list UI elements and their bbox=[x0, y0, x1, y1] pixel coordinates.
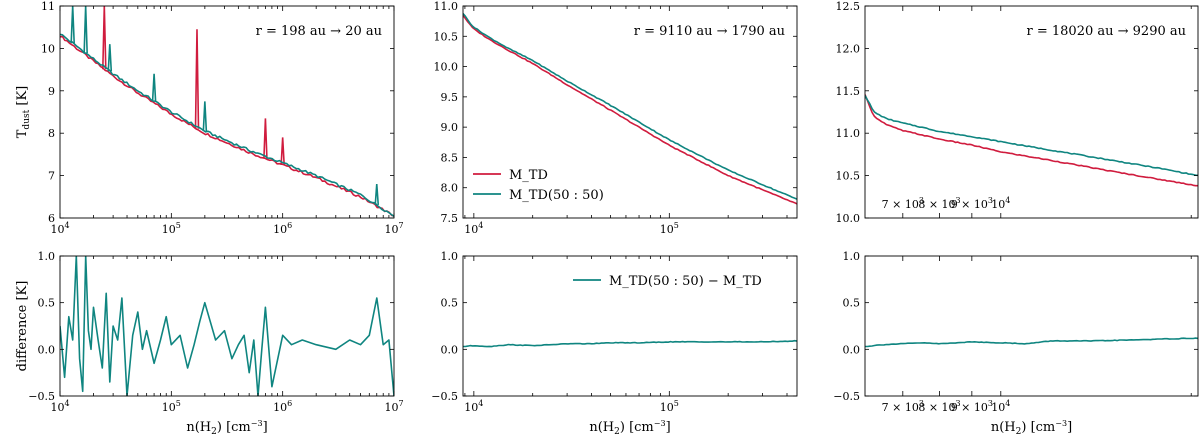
axes-frame bbox=[864, 255, 1199, 397]
y-tick-label: 0.0 bbox=[38, 343, 56, 356]
series-line-m_td_5050 bbox=[60, 256, 394, 396]
legend-label: M_TD(50 : 50) bbox=[509, 188, 604, 203]
legend-label: M_TD bbox=[509, 168, 548, 183]
series-line-m_td_5050 bbox=[865, 95, 1198, 177]
x-tick-label: 104​ bbox=[991, 399, 1010, 414]
panel-top-middle: 7.5 8.0 8.5 9.0 9.5 10.0 10.5 11.0 104​ 105​ r = 9… bbox=[434, 0, 798, 236]
y-tick-label: 12.5 bbox=[836, 0, 861, 13]
series-spike-m_td_5050 bbox=[83, 6, 88, 54]
series-spike-m_td bbox=[102, 6, 107, 70]
y-tick-label: 7 bbox=[48, 170, 55, 183]
y-tick-label: 9 bbox=[48, 85, 55, 98]
y-tick-label: 10.5 bbox=[836, 170, 861, 183]
y-tick-label: 10 bbox=[41, 42, 55, 55]
panel-top-left: 6 7 8 9 10 11 104​ 105​ 106​ 107​ Tdust​ [K] r = 19… bbox=[15, 0, 404, 236]
y-tick-label: 1.0 bbox=[843, 250, 861, 263]
series-spike-m_td_5050 bbox=[374, 184, 380, 206]
series-line-m_td_5050 bbox=[60, 33, 394, 217]
y-tick-label: 1.0 bbox=[441, 250, 459, 263]
y-tick-label: 1.0 bbox=[38, 250, 56, 263]
radius-annotation: r = 198 au → 20 au bbox=[256, 24, 382, 39]
y-tick-label: 0.5 bbox=[441, 297, 459, 310]
y-tick-label: −0.5 bbox=[28, 390, 55, 403]
y-tick-label: 8.5 bbox=[441, 151, 459, 164]
series-line-m_td_5050 bbox=[463, 12, 797, 200]
y-tick-label: 10.0 bbox=[836, 212, 861, 225]
x-tick-label: 104​ bbox=[991, 196, 1010, 211]
y-axis-label: Tdust​ [K] bbox=[15, 86, 32, 138]
y-tick-label: 10.0 bbox=[434, 61, 459, 74]
series-spike-m_td_5050 bbox=[107, 44, 113, 72]
y-tick-label: 11 bbox=[41, 0, 55, 13]
radius-annotation: r = 9110 au → 1790 au bbox=[634, 24, 785, 39]
axes-frame bbox=[59, 5, 395, 219]
panel-bottom-right: −0.5 0.0 0.5 1.0 7 × 103​8 × 103​9 × 103​104… bbox=[833, 250, 1199, 437]
panel-bottom-left: −0.5 0.0 0.5 1.0 104​ 105​ 106​ 107​ difference … bbox=[15, 250, 404, 437]
y-tick-label: −0.5 bbox=[833, 390, 860, 403]
x-tick-label: 104​ bbox=[464, 221, 483, 236]
y-tick-label: 6 bbox=[48, 212, 55, 225]
x-tick-label: 107​ bbox=[384, 221, 403, 236]
y-tick-label: 12.0 bbox=[836, 42, 861, 55]
x-tick-label: 9 × 103​ bbox=[951, 196, 993, 211]
x-tick-label: 106​ bbox=[273, 399, 292, 414]
x-tick-label: 104​ bbox=[464, 399, 483, 414]
y-tick-label: 9.5 bbox=[441, 91, 459, 104]
x-tick-label: 106​ bbox=[273, 221, 292, 236]
y-tick-label: 11.0 bbox=[434, 0, 459, 13]
legend-label: M_TD(50 : 50) − M_TD bbox=[609, 274, 762, 289]
x-axis-label: n(H2​) [cm−3​] bbox=[186, 419, 267, 437]
series-line-m_td bbox=[463, 14, 797, 205]
x-tick-label: 105​ bbox=[660, 399, 679, 414]
y-tick-label: 11.0 bbox=[836, 127, 861, 140]
x-tick-label: 8 × 103​ bbox=[918, 399, 960, 414]
panel-top-right: 10.0 10.5 11.0 11.5 12.0 12.5 7 × 103​8 × 103​… bbox=[836, 0, 1199, 225]
y-tick-label: 7.5 bbox=[441, 212, 459, 225]
series-line-m_td_5050 bbox=[463, 339, 797, 348]
series-spike-m_td bbox=[194, 29, 200, 129]
axes-frame bbox=[462, 5, 798, 219]
series-spike-m_td bbox=[280, 137, 285, 166]
y-tick-label: 0.5 bbox=[843, 297, 861, 310]
axes-frame bbox=[462, 255, 798, 397]
legend: M_TD(50 : 50) − M_TD bbox=[573, 274, 762, 289]
axes-frame bbox=[864, 5, 1199, 219]
y-tick-label: 8.0 bbox=[441, 182, 459, 195]
x-tick-label: 9 × 103​ bbox=[951, 399, 993, 414]
x-tick-label: 104​ bbox=[50, 221, 69, 236]
x-axis-label: n(H2​) [cm−3​] bbox=[589, 419, 670, 437]
radius-annotation: r = 18020 au → 9290 au bbox=[1027, 24, 1186, 39]
series-spike-m_td bbox=[263, 118, 268, 159]
series-spike-m_td_5050 bbox=[151, 73, 157, 102]
x-tick-label: 7 × 103​ bbox=[882, 196, 924, 211]
x-tick-label: 105​ bbox=[660, 221, 679, 236]
series-spike-m_td_5050 bbox=[202, 101, 208, 132]
x-tick-label: 8 × 103​ bbox=[918, 196, 960, 211]
x-tick-label: 7 × 103​ bbox=[882, 399, 924, 414]
y-tick-label: 10.5 bbox=[434, 30, 459, 43]
series-spike-m_td_5050 bbox=[70, 6, 75, 44]
x-tick-label: 105​ bbox=[162, 399, 181, 414]
series-line-m_td_5050 bbox=[865, 337, 1198, 348]
y-tick-label: 11.5 bbox=[836, 85, 861, 98]
y-tick-label: 8 bbox=[48, 127, 55, 140]
series-line-m_td bbox=[865, 94, 1198, 187]
legend: M_TD M_TD(50 : 50) bbox=[473, 168, 604, 203]
y-tick-label: 9.0 bbox=[441, 121, 459, 134]
x-tick-label: 107​ bbox=[384, 399, 403, 414]
y-tick-label: 0.0 bbox=[441, 343, 459, 356]
y-tick-label: 0.5 bbox=[38, 297, 56, 310]
x-tick-label: 105​ bbox=[162, 221, 181, 236]
x-tick-label: 104​ bbox=[50, 399, 69, 414]
x-axis-label: n(H2​) [cm−3​] bbox=[991, 419, 1072, 437]
axes-frame bbox=[59, 255, 395, 397]
y-tick-label: −0.5 bbox=[431, 390, 458, 403]
panel-bottom-middle: −0.5 0.0 0.5 1.0 104​ 105​ n(H2​) [cm−3​] M_TD(… bbox=[431, 250, 798, 437]
y-tick-label: 0.0 bbox=[843, 343, 861, 356]
y-axis-label: difference [K] bbox=[15, 281, 30, 372]
